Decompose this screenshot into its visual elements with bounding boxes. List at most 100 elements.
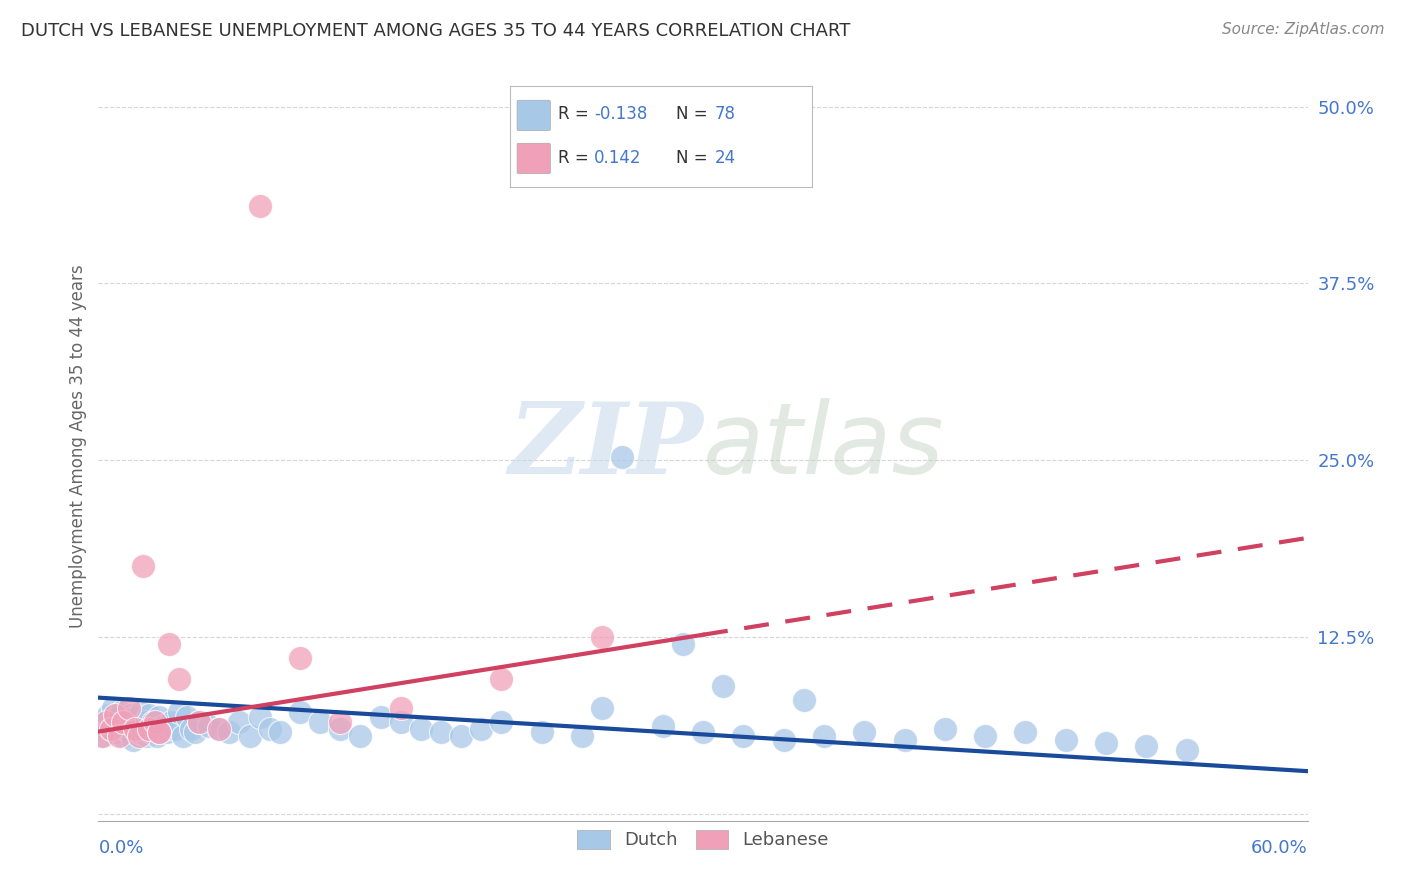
Point xyxy=(591,630,613,644)
Text: ZIP: ZIP xyxy=(508,398,703,494)
Point xyxy=(853,724,876,739)
Point xyxy=(103,724,125,739)
Point xyxy=(91,729,114,743)
Point xyxy=(733,729,755,743)
Point xyxy=(103,707,125,722)
Point xyxy=(114,722,136,736)
Text: DUTCH VS LEBANESE UNEMPLOYMENT AMONG AGES 35 TO 44 YEARS CORRELATION CHART: DUTCH VS LEBANESE UNEMPLOYMENT AMONG AGE… xyxy=(21,22,851,40)
Point xyxy=(711,679,734,693)
Point xyxy=(491,673,513,687)
Point xyxy=(389,700,412,714)
Point xyxy=(120,707,142,722)
Point xyxy=(491,714,513,729)
Point xyxy=(218,724,240,739)
Point xyxy=(107,729,129,743)
Point xyxy=(612,450,634,465)
Point xyxy=(813,729,835,743)
Point xyxy=(105,719,128,733)
Point xyxy=(135,729,157,743)
Point xyxy=(249,199,271,213)
Point xyxy=(974,729,997,743)
Point xyxy=(163,722,186,736)
Point xyxy=(111,729,134,743)
Point xyxy=(1054,733,1077,747)
Point xyxy=(157,637,180,651)
Point xyxy=(389,714,412,729)
Point xyxy=(349,729,371,743)
Point xyxy=(148,724,170,739)
Point xyxy=(934,722,956,736)
Point xyxy=(470,722,492,736)
Text: atlas: atlas xyxy=(703,398,945,494)
Point xyxy=(172,729,194,743)
Point xyxy=(118,724,141,739)
Point xyxy=(530,724,553,739)
Text: 60.0%: 60.0% xyxy=(1251,839,1308,857)
Point xyxy=(370,710,392,724)
Point xyxy=(184,724,207,739)
Y-axis label: Unemployment Among Ages 35 to 44 years: Unemployment Among Ages 35 to 44 years xyxy=(69,264,87,628)
Point xyxy=(156,724,179,739)
Point xyxy=(329,714,352,729)
Point xyxy=(591,700,613,714)
Point xyxy=(329,722,352,736)
Point xyxy=(107,710,129,724)
Point xyxy=(176,710,198,724)
Point xyxy=(692,724,714,739)
Point xyxy=(148,710,170,724)
Point xyxy=(143,714,166,729)
Point xyxy=(146,729,169,743)
Text: 0.0%: 0.0% xyxy=(98,839,143,857)
Point xyxy=(239,729,262,743)
Point xyxy=(115,714,138,729)
Point xyxy=(180,722,202,736)
Point xyxy=(91,714,114,729)
Legend: Dutch, Lebanese: Dutch, Lebanese xyxy=(569,822,837,856)
Point xyxy=(228,714,250,729)
Point xyxy=(793,693,815,707)
Point xyxy=(651,719,673,733)
Point xyxy=(143,722,166,736)
Point xyxy=(1135,739,1157,753)
Point xyxy=(118,700,141,714)
Point xyxy=(132,559,155,574)
Point xyxy=(101,700,124,714)
Point xyxy=(188,714,211,729)
Point xyxy=(110,705,132,719)
Point xyxy=(125,717,148,731)
Point xyxy=(259,722,281,736)
Point xyxy=(96,714,118,729)
Point xyxy=(893,733,915,747)
Point xyxy=(430,724,453,739)
Point xyxy=(148,724,170,739)
Point xyxy=(138,722,160,736)
Point xyxy=(167,705,190,719)
Point xyxy=(1095,736,1118,750)
Point xyxy=(100,722,122,736)
Point xyxy=(269,724,291,739)
Point xyxy=(138,707,160,722)
Point xyxy=(772,733,794,747)
Point xyxy=(160,714,183,729)
Point xyxy=(132,722,155,736)
Point xyxy=(672,637,695,651)
Point xyxy=(134,714,156,729)
Point xyxy=(198,719,221,733)
Point xyxy=(111,714,134,729)
Point xyxy=(288,651,311,665)
Point xyxy=(208,722,231,736)
Point xyxy=(139,724,162,739)
Point xyxy=(1175,743,1198,757)
Point xyxy=(188,714,211,729)
Point xyxy=(124,722,146,736)
Point xyxy=(129,705,152,719)
Point xyxy=(167,673,190,687)
Point xyxy=(152,719,174,733)
Point xyxy=(124,710,146,724)
Point xyxy=(128,729,150,743)
Point xyxy=(128,724,150,739)
Point xyxy=(93,729,115,743)
Point xyxy=(409,722,432,736)
Point xyxy=(208,722,231,736)
Point xyxy=(97,707,120,722)
